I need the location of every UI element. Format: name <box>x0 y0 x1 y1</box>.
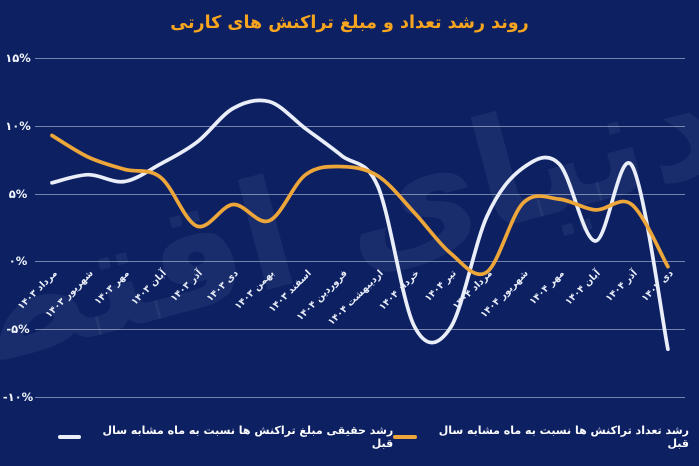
y-axis-label: ۱۵% <box>5 51 31 66</box>
legend-label-amount: رشد حقیقی مبلغ تراکنش ها نسبت به ماه مشا… <box>102 424 394 450</box>
legend-item-count: رشد تعداد تراکنش ها نسبت به ماه مشابه سا… <box>393 424 689 450</box>
chart-title: روند رشد تعداد و مبلغ تراکنش های کارتی <box>170 13 529 33</box>
gridline <box>35 126 685 127</box>
gridline <box>35 193 685 195</box>
gridline <box>35 58 685 60</box>
y-axis-label: ۱۰% <box>5 119 31 133</box>
gridline <box>35 261 685 263</box>
gridline <box>35 396 685 398</box>
legend: رشد حقیقی مبلغ تراکنش ها نسبت به ماه مشا… <box>0 424 699 450</box>
gridline <box>35 328 685 330</box>
series-line-count <box>50 133 670 276</box>
y-axis-label: -۵% <box>6 321 30 336</box>
y-axis-label: ۵% <box>8 186 28 201</box>
legend-swatch-count-line <box>393 435 417 439</box>
legend-item-amount: رشد حقیقی مبلغ تراکنش ها نسبت به ماه مشا… <box>58 424 393 450</box>
y-axis-label: -۱۰% <box>2 389 34 404</box>
series-line-amount <box>50 98 670 352</box>
legend-swatch-amount-line <box>58 435 82 439</box>
y-axis-label: ۰% <box>8 254 28 269</box>
legend-label-count: رشد تعداد تراکنش ها نسبت به ماه مشابه سا… <box>438 424 689 450</box>
